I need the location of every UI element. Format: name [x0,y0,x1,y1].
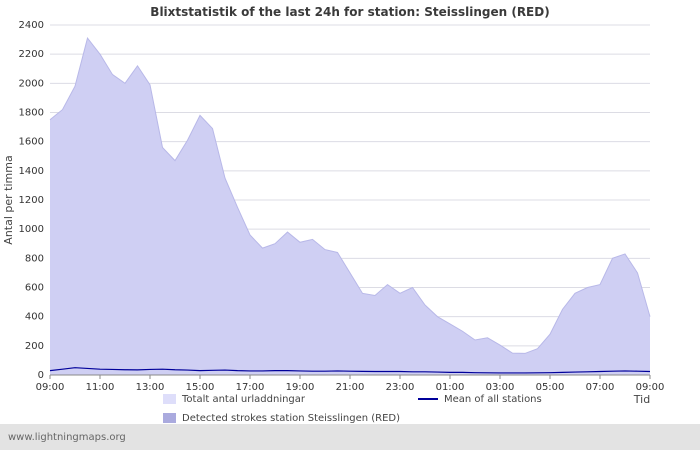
y-tick-label: 1400 [19,166,44,177]
x-tick-label: 05:00 [536,382,565,393]
x-tick-label: 09:00 [36,382,65,393]
legend-item-total: Totalt antal urladdningar [163,393,305,405]
y-tick-label: 2000 [19,78,44,89]
footer-bar: www.lightningmaps.org [0,424,700,450]
legend-swatch-total-icon [163,394,176,404]
detected-area-edge [49,37,651,354]
mean-line [49,367,651,374]
x-tick-label: 07:00 [586,382,615,393]
x-tick-label: 23:00 [386,382,415,393]
chart-title: Blixtstatistik of the last 24h for stati… [150,5,550,19]
y-tick-label: 1800 [19,108,44,119]
legend-swatch-detected-icon [163,413,176,423]
detected-area [50,38,650,375]
x-axis-label: Tid [633,393,650,406]
x-tick-label: 15:00 [186,382,215,393]
y-tick-label: 400 [25,312,44,323]
lightning-area-chart: 0 200 400 600 800 1000 1200 1400 1600 1800 2000 220… [2,20,665,406]
y-tick-label: 800 [25,253,44,264]
x-tick-label: 19:00 [286,382,315,393]
legend-label-mean: Mean of all stations [444,393,542,405]
x-tick-label: 21:00 [336,382,365,393]
y-tick-label: 1000 [19,224,44,235]
y-tick-label: 2400 [19,20,44,31]
legend-label-total: Totalt antal urladdningar [182,393,306,405]
y-tick-label: 1200 [19,195,44,206]
x-tick-label: 09:00 [636,382,665,393]
y-tick-label: 2200 [19,49,44,60]
y-axis-label: Antal per timma [2,155,15,244]
legend-swatch-mean-line-icon [418,398,438,400]
legend-item-mean: Mean of all stations [418,393,542,405]
y-tick-label: 200 [25,341,44,352]
legend-label-detected: Detected strokes station Steisslingen (R… [182,412,401,424]
site-url: www.lightningmaps.org [8,431,126,443]
y-tick-label: 1600 [19,137,44,148]
x-tick-label: 01:00 [436,382,465,393]
legend-item-detected: Detected strokes station Steisslingen (R… [163,412,400,424]
x-tick-label: 13:00 [136,382,165,393]
x-tick-label: 17:00 [236,382,265,393]
x-tick-label: 03:00 [486,382,515,393]
x-tick-label: 11:00 [86,382,115,393]
y-tick-label: 600 [25,283,44,294]
y-tick-label: 0 [38,370,44,381]
